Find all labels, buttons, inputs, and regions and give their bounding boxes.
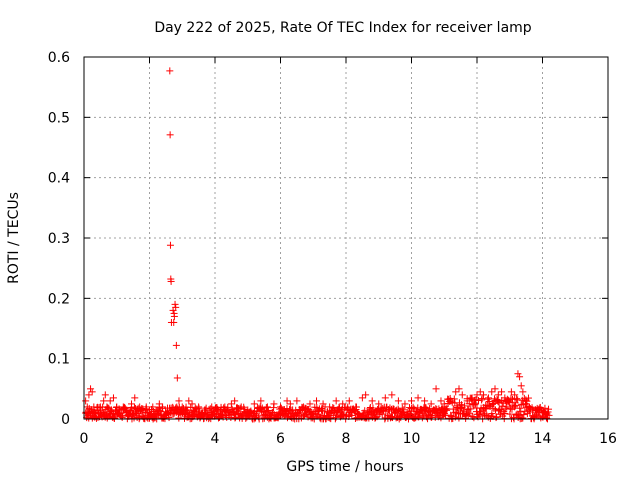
data-point [171,300,179,308]
x-tick-label: 6 [276,431,285,447]
data-point [88,388,96,396]
data-point [388,391,396,399]
data-point [458,391,466,399]
data-point [101,391,109,399]
data-point [427,400,435,408]
chart-title: Day 222 of 2025, Rate Of TEC Index for r… [154,20,531,36]
data-point [437,397,445,405]
x-tick-label: 14 [534,431,552,447]
data-point [188,400,196,408]
data-point [511,391,519,399]
plot-frame [83,56,609,420]
data-point [250,400,258,408]
data-point [313,397,321,405]
data-point [514,370,522,378]
tick-label-layer: 0 2 4 6 8 10 12 14 16 0 0.1 0.2 0.3 0.4 0.5 0.6 [48,50,617,447]
data-point [231,397,239,405]
data-point [498,388,506,396]
x-axis-label: GPS time / hours [286,459,403,475]
data-point [175,397,183,405]
x-tick-label: 4 [211,431,220,447]
data-point [82,397,90,405]
data-point [517,382,525,390]
data-point [476,388,484,396]
data-point [484,394,492,402]
data-point [432,385,440,393]
x-tick-label: 16 [599,431,617,447]
data-point [172,303,180,311]
data-point [166,131,174,139]
data-point [286,400,294,408]
data-point [368,397,376,405]
data-point [87,385,95,393]
y-tick-label: 0.1 [48,352,70,368]
data-point [185,397,193,405]
data-point [421,397,429,405]
data-point [345,397,353,405]
data-point [408,397,415,405]
data-point [100,397,108,405]
y-tick-label: 0.5 [48,110,70,126]
data-point [362,391,370,399]
data-point [480,391,488,399]
data-point [473,391,481,399]
data-point [507,388,515,396]
data-point [452,388,460,396]
data-point [491,385,499,393]
data-point [106,397,114,405]
y-tick-label: 0.4 [48,171,70,187]
data-point [339,400,347,408]
data-point [306,400,314,408]
y-tick-label: 0.3 [48,231,70,247]
x-tick-label: 2 [145,431,154,447]
data-point [109,394,117,402]
y-tick-label: 0.6 [48,50,70,66]
data-point [358,394,366,402]
data-point [283,397,291,405]
data-point [167,277,175,285]
y-tick-label: 0.2 [48,291,70,307]
data-point [394,397,402,405]
data-point [381,394,389,402]
x-tick-label: 12 [468,431,486,447]
data-point [494,391,502,399]
data-point [332,397,340,405]
x-tick-label: 10 [403,431,421,447]
data-point [488,388,496,396]
data-point [172,341,180,349]
data-point [293,397,301,405]
data-point [166,241,174,249]
x-tick-label: 8 [342,431,351,447]
data-point [170,312,178,320]
data-point [414,394,422,402]
data-point [173,374,181,382]
data-point [455,385,463,393]
data-point [263,403,271,411]
data-point [519,388,527,396]
data-point [170,318,178,326]
y-axis-label: ROTI / TECUs [6,192,22,284]
data-marks-layer [82,67,553,423]
data-point [131,394,139,402]
data-point [85,391,93,399]
data-point [166,67,174,75]
x-tick-label: 0 [80,431,89,447]
y-tick-label: 0 [61,412,70,428]
data-point [516,373,524,381]
data-point [401,400,409,408]
grid-layer [84,57,608,419]
data-point [257,397,265,405]
